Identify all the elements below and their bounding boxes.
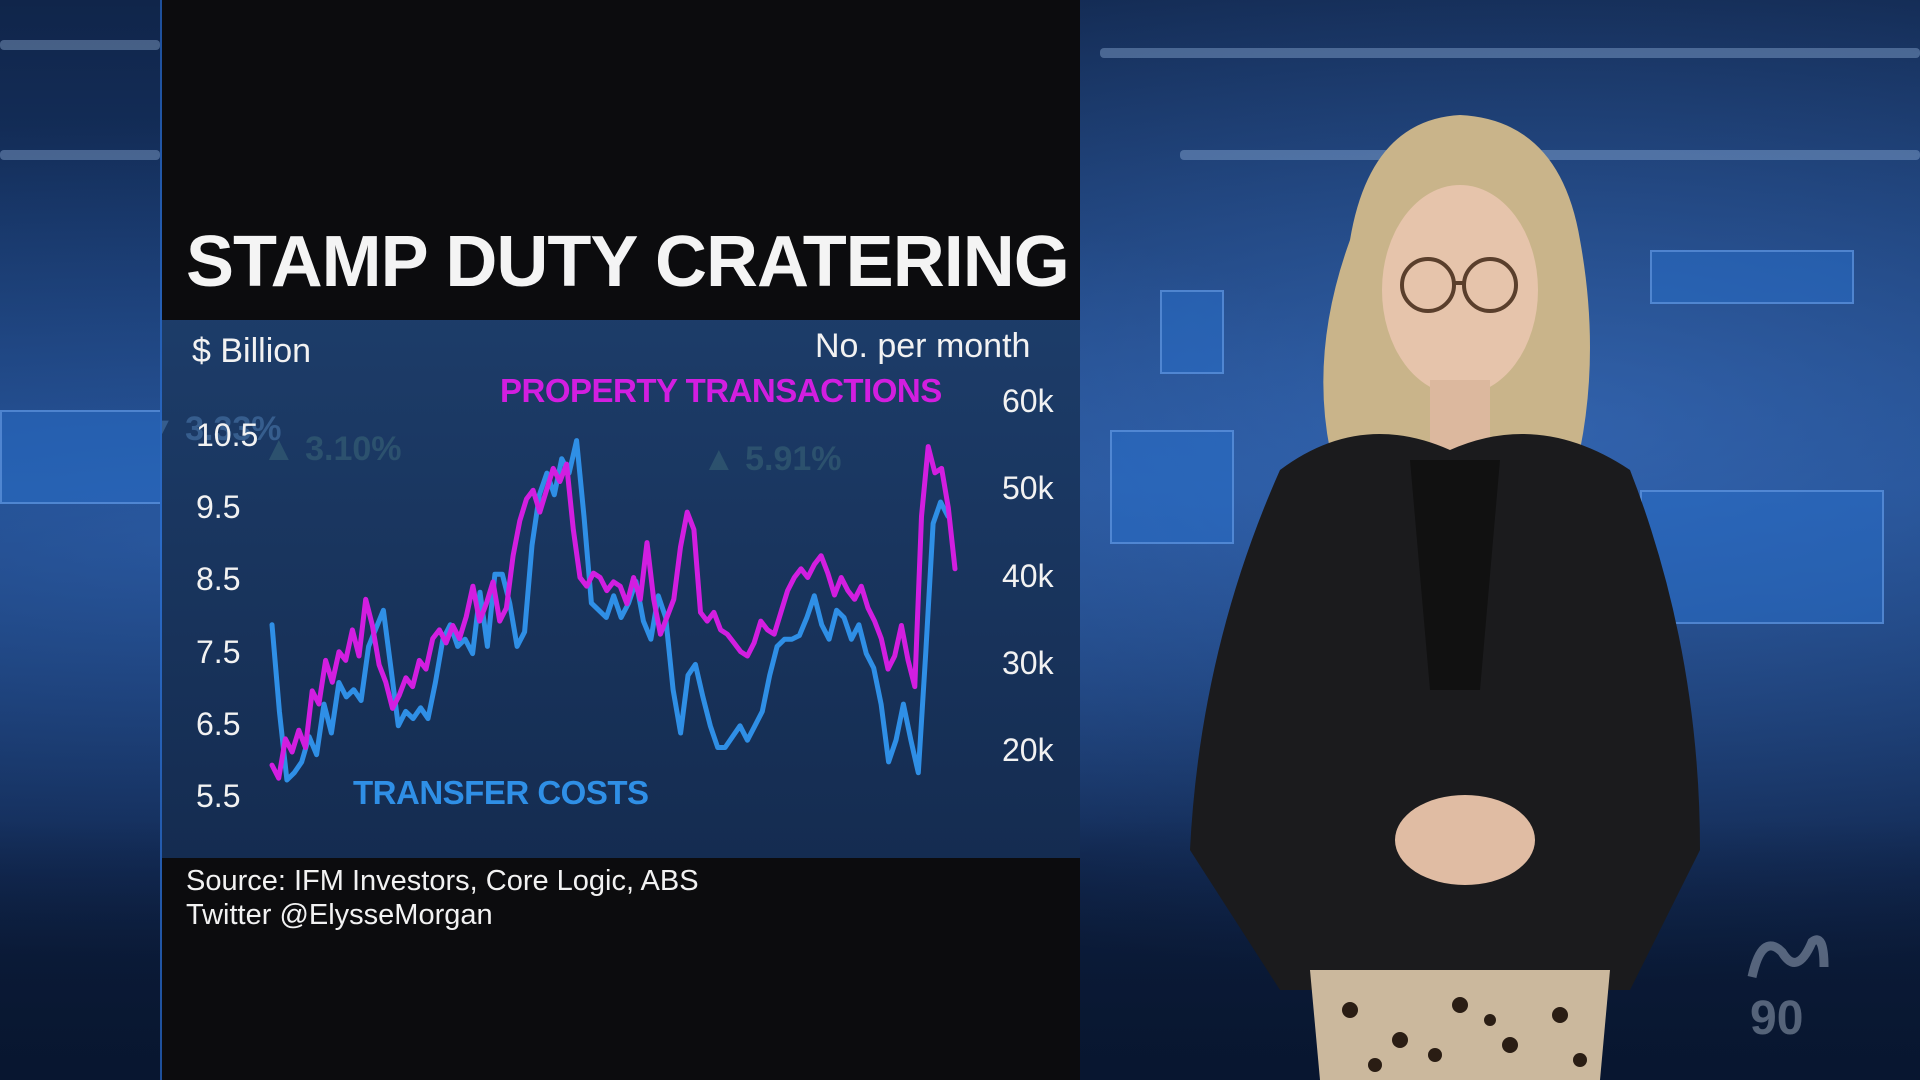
studio-screen — [0, 410, 164, 504]
studio-light-strip — [1180, 150, 1920, 160]
studio-screen — [1640, 490, 1884, 624]
background-ticker-ghost: ▼ 3.33% — [162, 410, 282, 448]
background-ticker-ghost: ▲ 5.91% — [702, 440, 842, 478]
studio-light-strip — [0, 150, 160, 160]
series-line-property-transactions — [269, 444, 958, 781]
left-tick-label: 6.5 — [196, 705, 241, 742]
series-label-transactions: PROPERTY TRANSACTIONS — [500, 372, 942, 409]
source-line: Source: IFM Investors, Core Logic, ABS — [186, 865, 699, 897]
source-note: Source: IFM Investors, Core Logic, ABS T… — [186, 864, 699, 932]
series-line-transfer-costs — [269, 438, 951, 783]
studio-screen — [1160, 290, 1224, 374]
right-tick-label: 50k — [1002, 470, 1054, 507]
studio-screen — [1650, 250, 1854, 304]
left-tick-label: 7.5 — [196, 633, 241, 670]
left-tick-label: 9.5 — [196, 489, 241, 526]
svg-text:90: 90 — [1750, 992, 1803, 1045]
right-axis-label: No. per month — [815, 327, 1031, 365]
studio-light-strip — [0, 40, 160, 50]
background-ticker-ghost: ▲ 3.10% — [262, 430, 402, 468]
right-tick-label: 20k — [1002, 732, 1054, 768]
right-tick-label: 60k — [1002, 383, 1054, 419]
right-tick-label: 30k — [1002, 644, 1054, 681]
left-tick-label: 10.5 — [196, 417, 259, 453]
twitter-handle: Twitter @ElysseMorgan — [186, 899, 493, 931]
studio-screen — [1110, 430, 1234, 544]
channel-logo: 90 — [1742, 922, 1832, 1045]
studio-light-strip — [1100, 48, 1920, 58]
left-tick-label: 5.5 — [196, 778, 241, 814]
left-tick-label: 8.5 — [196, 561, 241, 598]
right-tick-label: 40k — [1002, 557, 1054, 594]
series-label-transfer-costs: TRANSFER COSTS — [353, 774, 649, 811]
chart-title: STAMP DUTY CRATERING — [186, 222, 1070, 302]
left-axis-label: $ Billion — [192, 332, 312, 370]
abc-logo-icon: 90 — [1747, 935, 1829, 1045]
presenter-image — [1190, 115, 1700, 1080]
